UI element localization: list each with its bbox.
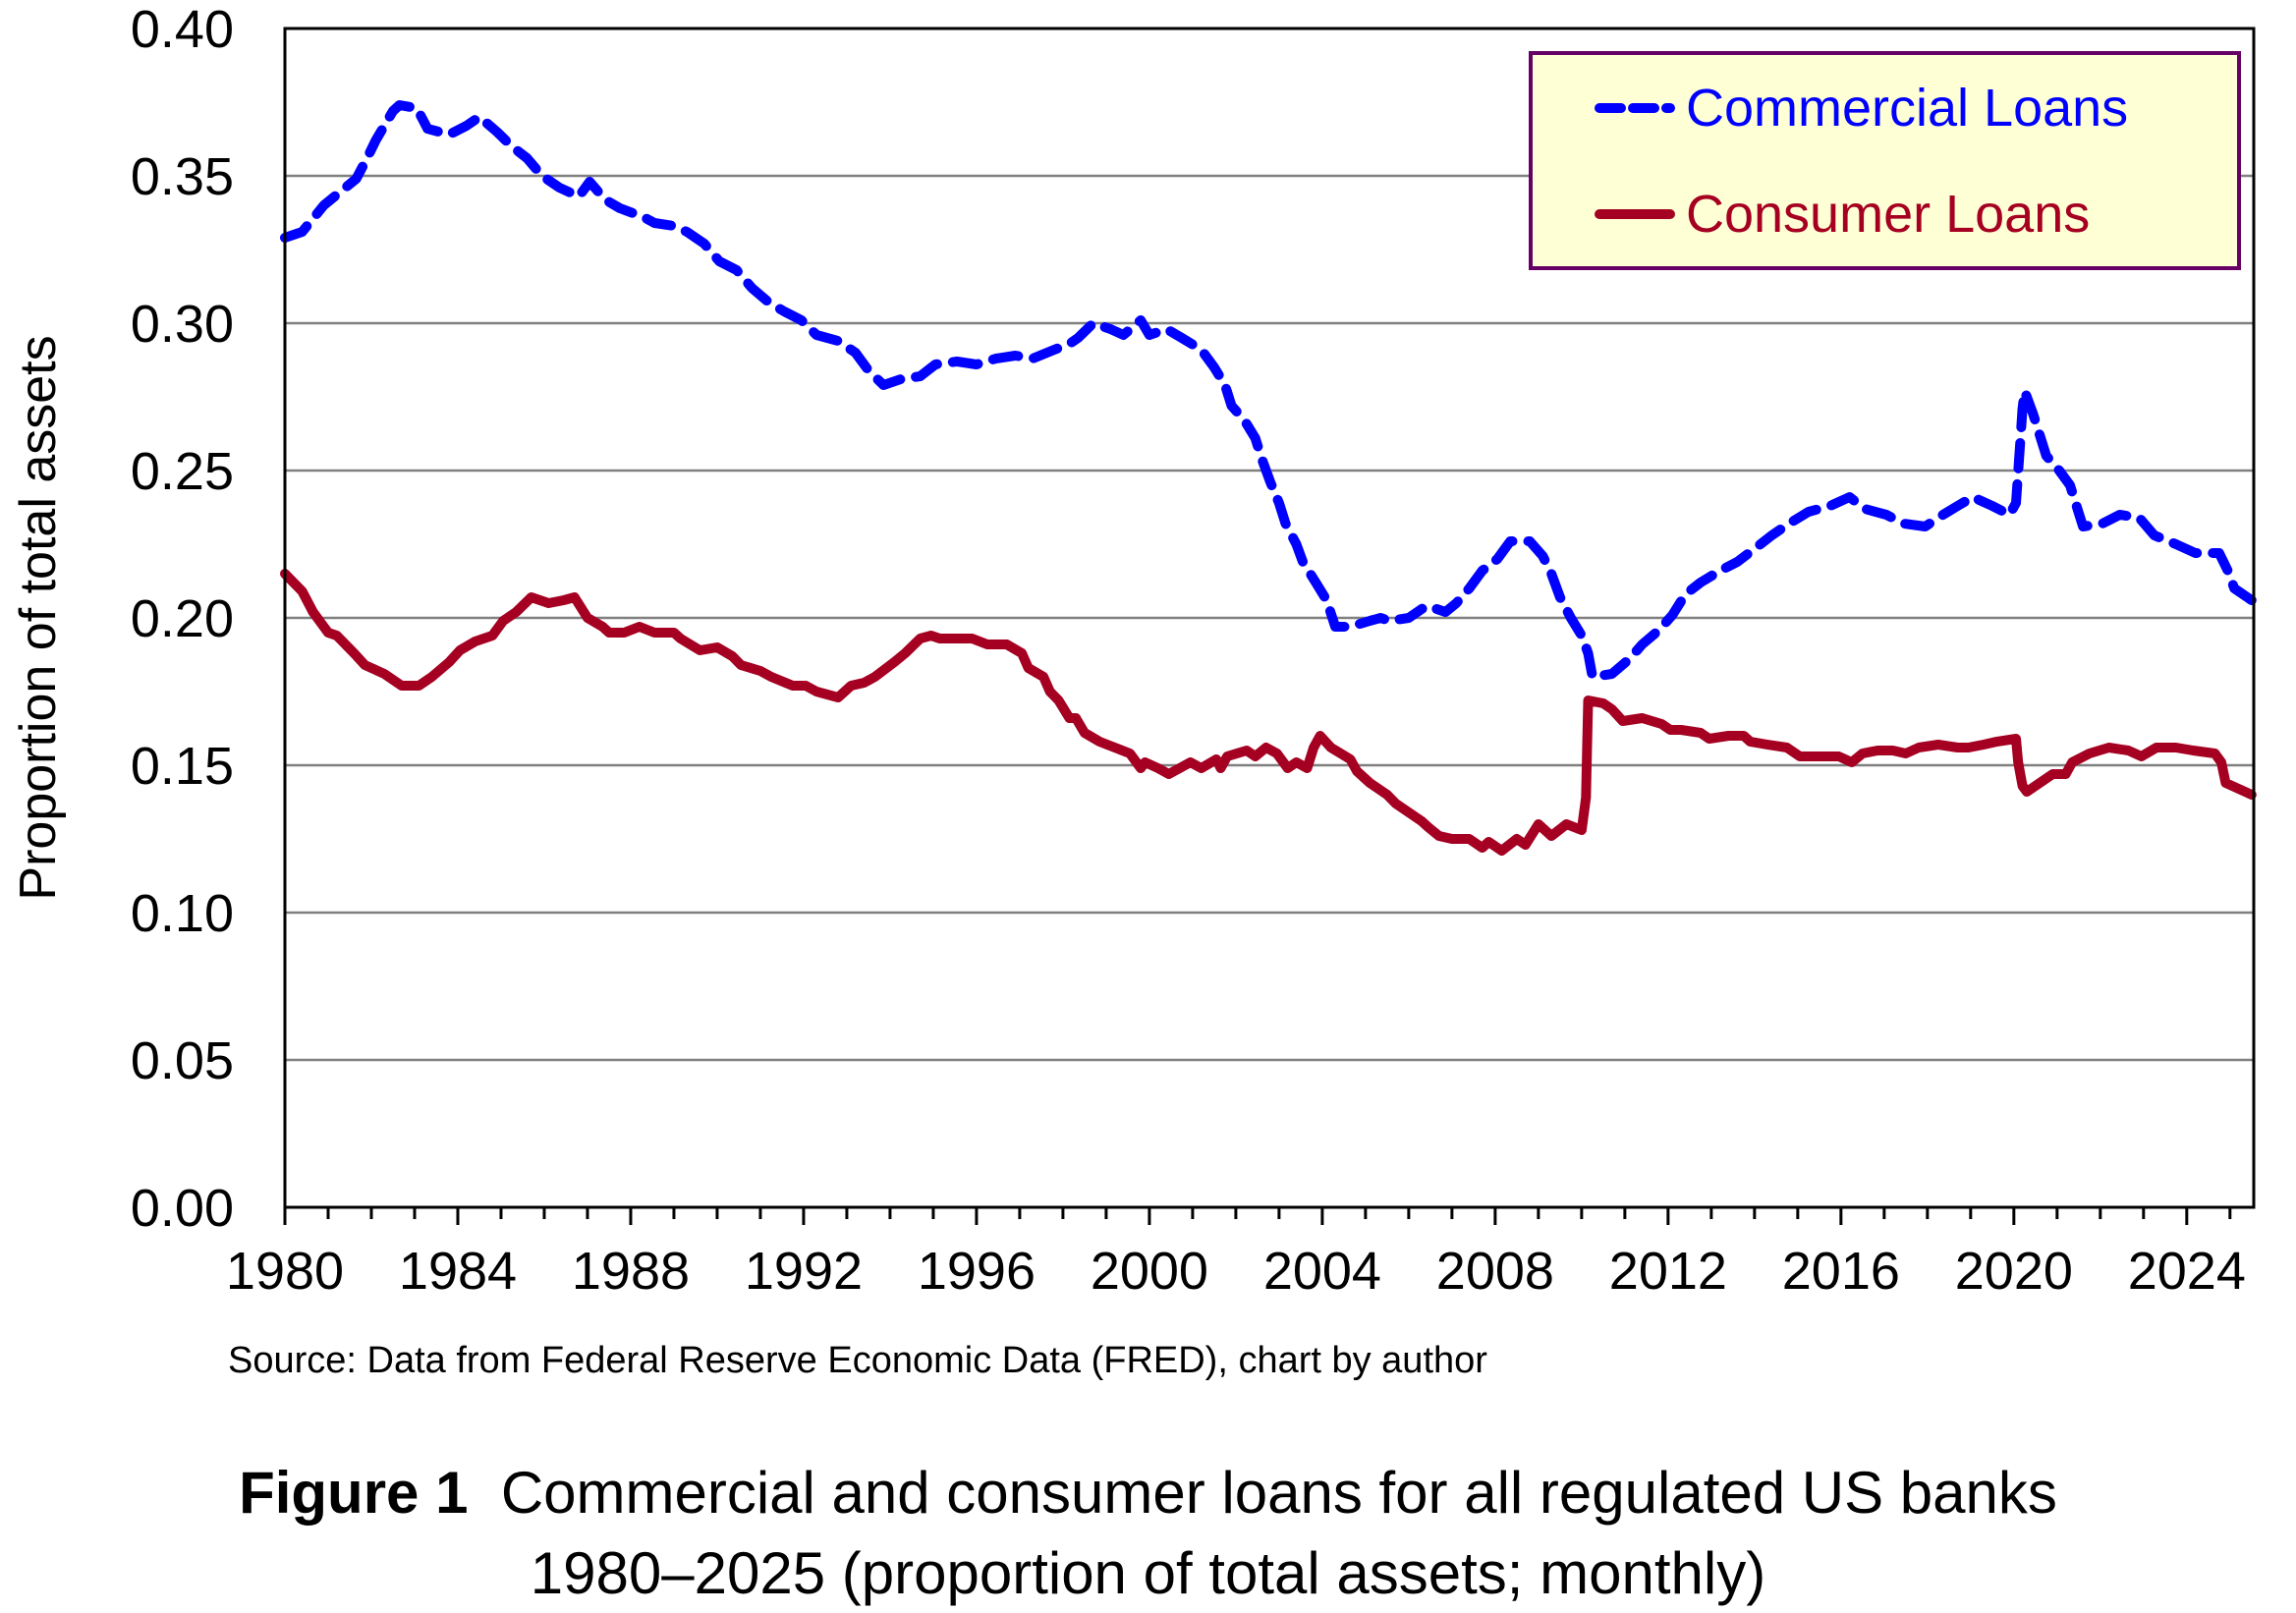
y-axis-title: Proportion of total assets: [10, 335, 67, 900]
legend-box: [1529, 51, 2241, 270]
plot-area-frame: [283, 27, 2256, 1209]
legend-label-commercial-loans: Commercial Loans: [1686, 79, 2128, 138]
x-tick-label: 1996: [918, 1242, 1036, 1301]
figure-caption-text: Commercial and consumer loans for all re…: [500, 1460, 2057, 1526]
source-note: Source: Data from Federal Reserve Econom…: [228, 1340, 1487, 1381]
y-tick-label: 0.30: [131, 295, 234, 354]
x-tick-label: 2020: [1955, 1242, 2073, 1301]
x-tick-label: 2024: [2128, 1242, 2246, 1301]
x-tick-label: 1988: [572, 1242, 690, 1301]
legend: Commercial Loans Consumer Loans: [1529, 51, 2241, 270]
x-tick-label: 2000: [1091, 1242, 1208, 1301]
series-line-commercial-loans: [280, 100, 2257, 682]
x-tick-label: 2004: [1263, 1242, 1381, 1301]
y-tick-label: 0.40: [131, 0, 234, 59]
y-tick-label: 0.20: [131, 589, 234, 648]
x-axis: 1980 1984 1988 1992 1996 2000 2004 2008 2012 2016…: [226, 1207, 2246, 1301]
y-tick-label: 0.35: [131, 147, 234, 206]
y-axis: 0.00 0.05 0.10 0.15 0.20 0.25 0.30 0.35 0.40: [131, 0, 234, 1238]
gridlines: [285, 174, 2254, 1062]
series-line-consumer-loans: [280, 569, 2257, 856]
y-tick-label: 0.25: [131, 442, 234, 501]
x-tick-label: 2012: [1609, 1242, 1727, 1301]
figure-caption-line-2: 1980–2025 (proportion of total assets; m…: [530, 1540, 1766, 1606]
legend-label-consumer-loans: Consumer Loans: [1686, 185, 2090, 244]
x-tick-label: 1984: [399, 1242, 517, 1301]
x-tick-label: 2016: [1782, 1242, 1900, 1301]
y-tick-label: 0.10: [131, 884, 234, 943]
series-layer: [280, 100, 2257, 856]
y-tick-label: 0.00: [131, 1179, 234, 1238]
figure-caption-line-1: Figure 1 Commercial and consumer loans f…: [0, 1454, 2296, 1532]
x-tick-label: 1992: [745, 1242, 863, 1301]
y-tick-label: 0.05: [131, 1031, 234, 1090]
x-tick-label: 2008: [1436, 1242, 1554, 1301]
figure-label: Figure 1: [239, 1460, 469, 1526]
y-tick-label: 0.15: [131, 737, 234, 796]
line-chart: 1980 1984 1988 1992 1996 2000 2004 2008 2012 2016…: [10, 0, 2257, 1301]
x-tick-label: 1980: [226, 1242, 344, 1301]
